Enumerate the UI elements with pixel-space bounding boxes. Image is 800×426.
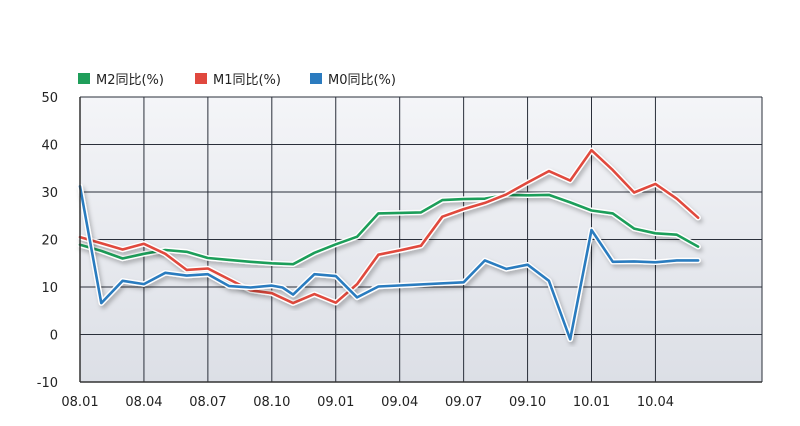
series-line-m2 bbox=[78, 193, 700, 266]
y-tick-label: 20 bbox=[41, 234, 58, 249]
legend-label-m1: M1同比(%) bbox=[213, 73, 281, 88]
x-tick-label: 08.04 bbox=[125, 395, 162, 410]
series-group bbox=[77, 147, 701, 343]
y-axis-ticks: 50 40 30 20 10 0 -10 bbox=[37, 91, 58, 391]
x-tick-label: 09.04 bbox=[381, 395, 418, 410]
x-tick-label: 08.10 bbox=[253, 395, 290, 410]
legend: M2同比(%) M1同比(%) M0同比(%) bbox=[78, 73, 396, 88]
x-tick-label: 08.07 bbox=[189, 395, 226, 410]
legend-swatch-m0 bbox=[310, 73, 322, 84]
x-tick-label: 10.04 bbox=[637, 395, 674, 410]
y-tick-label: 30 bbox=[41, 186, 58, 201]
series-m1 bbox=[77, 147, 701, 306]
x-tick-label: 08.01 bbox=[61, 395, 98, 410]
axes bbox=[79, 97, 762, 383]
y-tick-label: 40 bbox=[41, 139, 58, 154]
x-tick-label: 09.10 bbox=[509, 395, 546, 410]
series-line-m1 bbox=[78, 148, 700, 305]
x-tick-label: 09.01 bbox=[317, 395, 354, 410]
x-axis-ticks: 08.01 08.04 08.07 08.10 09.01 09.04 09.07 09.10… bbox=[61, 395, 674, 410]
y-tick-label: 50 bbox=[41, 91, 58, 106]
series-line-m0 bbox=[78, 185, 700, 341]
series-m0 bbox=[77, 183, 701, 343]
x-tick-label: 10.01 bbox=[573, 395, 610, 410]
legend-label-m0: M0同比(%) bbox=[328, 73, 396, 88]
legend-label-m2: M2同比(%) bbox=[96, 73, 164, 88]
series-m2 bbox=[77, 192, 701, 267]
legend-swatch-m2 bbox=[78, 73, 90, 84]
y-tick-label: 0 bbox=[50, 329, 58, 344]
legend-swatch-m1 bbox=[195, 73, 207, 84]
x-tick-label: 09.07 bbox=[445, 395, 482, 410]
y-tick-label: -10 bbox=[37, 376, 58, 391]
y-tick-label: 10 bbox=[41, 281, 58, 296]
